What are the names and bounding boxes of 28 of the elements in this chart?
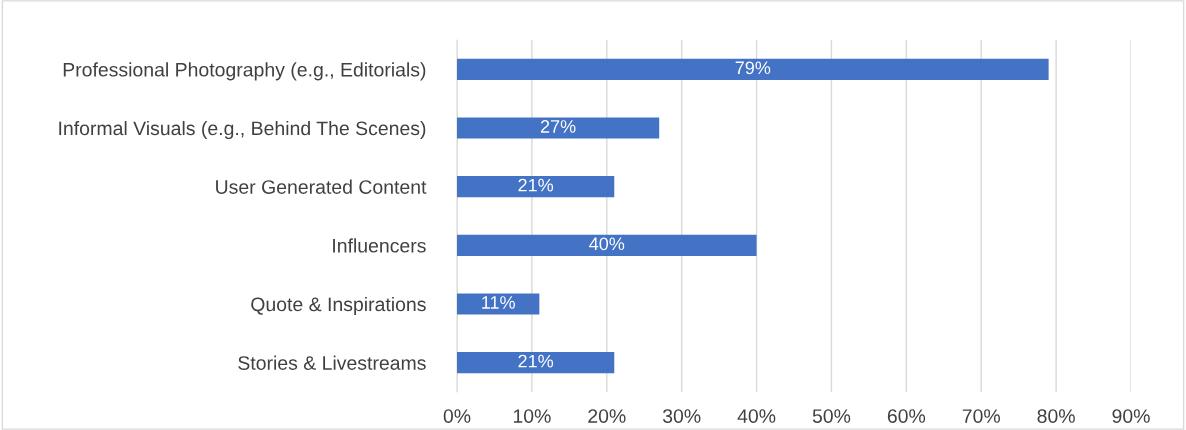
x-tick-label: 30%	[662, 409, 701, 423]
x-tick-label: 10%	[513, 409, 551, 423]
x-tick-label: 70%	[962, 409, 1000, 423]
bar	[457, 58, 1049, 80]
x-tick-label: 40%	[737, 409, 776, 423]
bar	[457, 234, 757, 256]
x-tick-label: 0%	[443, 409, 471, 423]
bar	[457, 352, 615, 374]
data-label: 21%	[518, 178, 554, 192]
y-tick-label: Influencers	[333, 238, 426, 253]
x-tick-label: 80%	[1037, 409, 1075, 423]
bar	[457, 293, 540, 315]
data-label: 27%	[540, 120, 576, 133]
bar	[457, 117, 660, 139]
y-tick-label: Professional Photography (e.g., Editorials)	[63, 62, 426, 81]
data-label: 11%	[482, 296, 515, 309]
data-label: 21%	[518, 354, 554, 368]
x-tick-label: 20%	[588, 409, 626, 423]
y-tick-label: User Generated Content	[216, 179, 427, 194]
data-label: 79%	[735, 61, 771, 75]
x-tick-label: 50%	[812, 409, 851, 423]
y-tick-label: Stories & Livestreams	[238, 355, 426, 370]
bar	[457, 176, 615, 198]
data-label: 40%	[589, 237, 625, 251]
x-tick-label: 60%	[887, 409, 926, 423]
y-tick-label: Quote & Inspirations	[251, 296, 426, 316]
y-tick-label: Informal Visuals (e.g., Behind The Scenes)	[59, 120, 426, 140]
x-tick-label: 90%	[1112, 409, 1150, 423]
